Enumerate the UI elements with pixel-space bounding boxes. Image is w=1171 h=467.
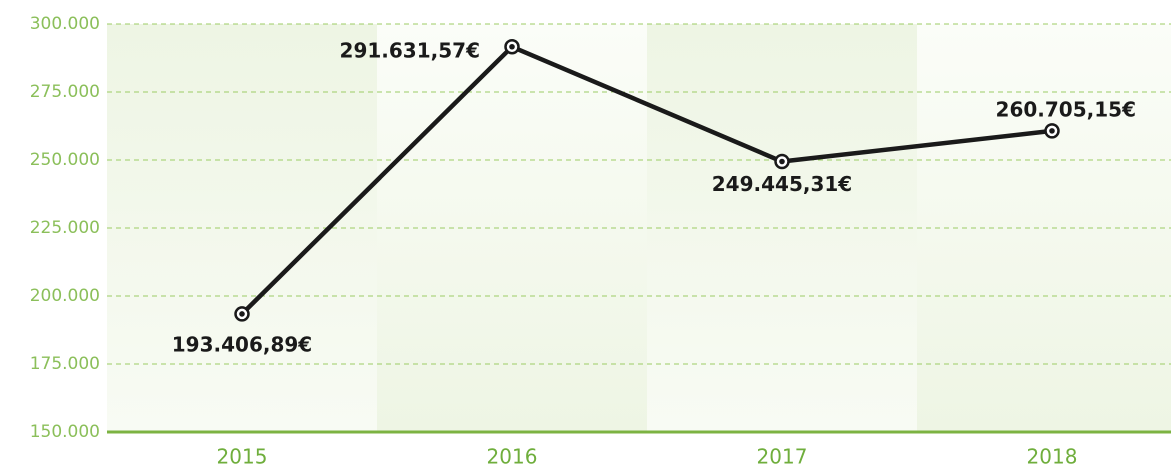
value-label: 260.705,15€ <box>996 97 1136 121</box>
point-dot <box>509 43 515 50</box>
x-tick-label: 2016 <box>487 445 538 467</box>
y-tick-label: 275.000 <box>30 82 100 102</box>
y-tick-label: 175.000 <box>30 354 100 374</box>
line <box>240 44 1053 316</box>
point-dot <box>779 158 785 165</box>
y-tick-label: 250.000 <box>30 150 100 170</box>
value-label: 291.631,57€ <box>340 38 480 62</box>
value-label: 249.445,31€ <box>712 172 852 196</box>
x-tick-label: 2015 <box>217 445 268 467</box>
value-label: 193.406,89€ <box>172 332 312 356</box>
point-dot <box>239 311 245 317</box>
x-tick-label: 2017 <box>757 445 808 467</box>
point-dot <box>1049 128 1055 134</box>
y-tick-label: 300.000 <box>30 14 100 34</box>
x-tick-label: 2018 <box>1027 445 1078 467</box>
y-tick-label: 225.000 <box>30 218 100 238</box>
y-tick-label: 200.000 <box>30 286 100 306</box>
y-tick-label: 150.000 <box>30 422 100 442</box>
